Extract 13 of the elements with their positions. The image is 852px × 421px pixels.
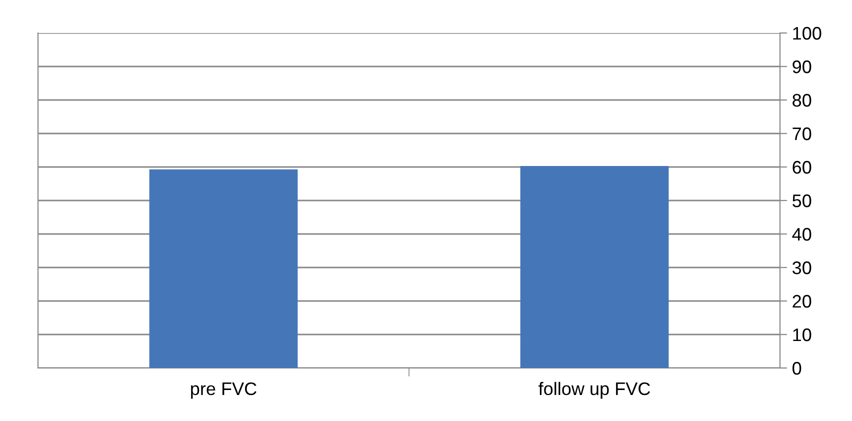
- x-tick-label: pre FVC: [191, 382, 256, 399]
- y-tick-label: 70: [792, 127, 812, 140]
- y-tick-label: 20: [792, 294, 812, 308]
- y-tick-label: 80: [792, 94, 812, 107]
- x-tick-label: follow up FVC: [538, 382, 650, 399]
- y-tick-label: 40: [792, 228, 812, 241]
- y-tick-label: 0: [792, 362, 802, 375]
- y-tick-label: 10: [793, 328, 812, 342]
- y-tick-label: 30: [792, 261, 812, 274]
- y-tick-label: 100: [793, 26, 822, 40]
- y-tick-label: 90: [792, 60, 812, 74]
- y-tick-label: 60: [792, 160, 812, 174]
- y-tick-label: 50: [792, 194, 812, 208]
